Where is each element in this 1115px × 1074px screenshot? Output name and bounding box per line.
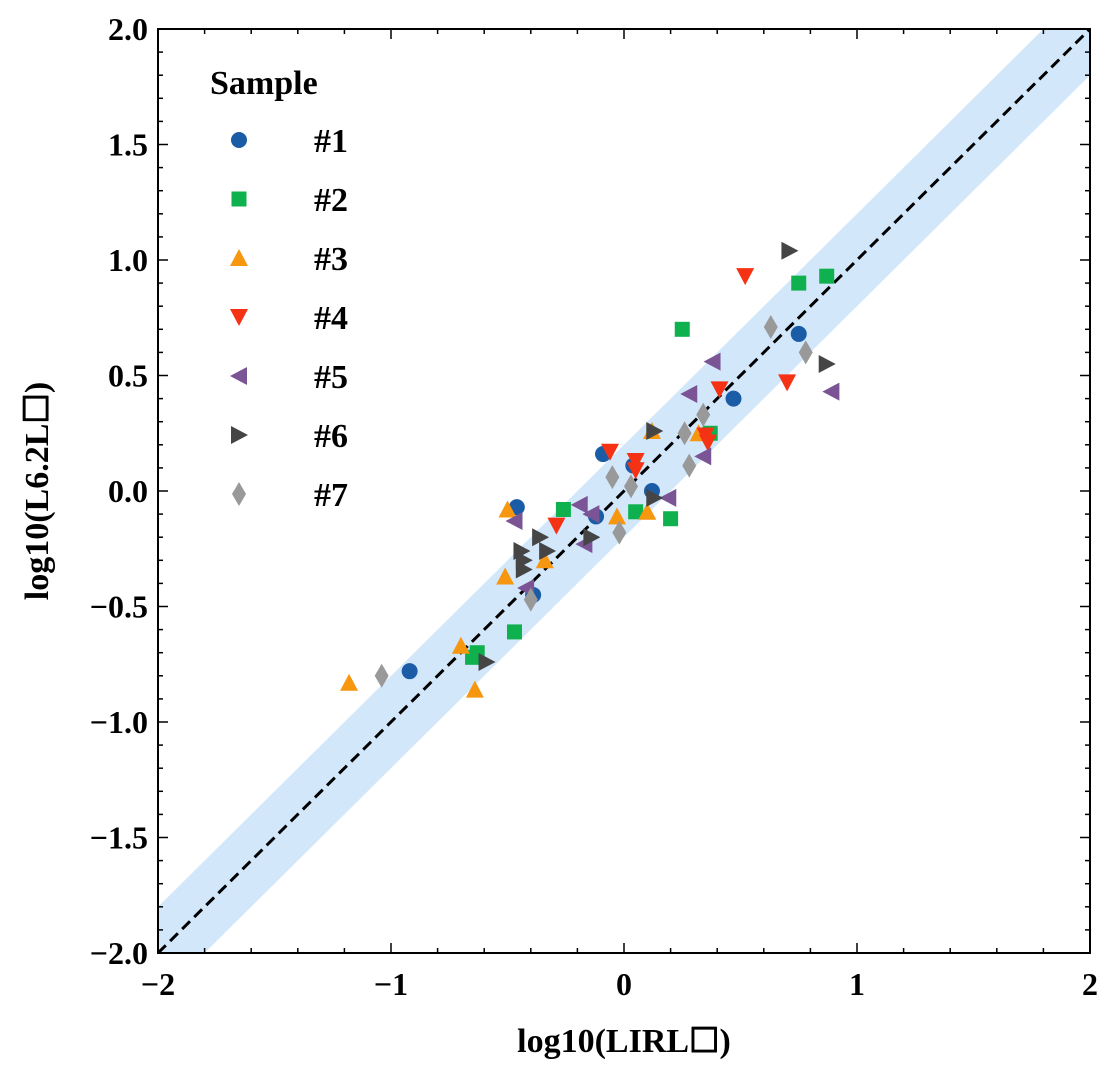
- data-point: [523, 587, 538, 612]
- legend-label: #6: [314, 418, 348, 455]
- legend-label: #7: [314, 477, 348, 514]
- data-point: [646, 488, 664, 507]
- data-point: [710, 381, 729, 399]
- legend-marker: [231, 426, 248, 444]
- x-axis-label: log10(LIRL☐): [517, 1023, 731, 1060]
- band-area: [158, 29, 1090, 953]
- data-point: [781, 241, 799, 260]
- legend-marker: [231, 132, 247, 148]
- data-point: [555, 501, 571, 517]
- y-tick-label: 2.0: [108, 11, 148, 47]
- series-3: [340, 421, 708, 698]
- data-point: [663, 511, 679, 527]
- data-point: [725, 390, 742, 407]
- data-point: [822, 382, 840, 401]
- y-tick-label: 0.5: [108, 358, 148, 394]
- data-point: [583, 528, 601, 547]
- data-point: [626, 462, 645, 480]
- data-point: [818, 354, 836, 373]
- data-point: [763, 314, 778, 339]
- legend-label: #1: [314, 123, 348, 160]
- data-point: [736, 268, 755, 286]
- data-point: [605, 465, 620, 490]
- data-point: [680, 384, 698, 403]
- y-tick-label: 0.0: [108, 473, 148, 509]
- x-tick-label: 0: [616, 966, 632, 1002]
- series-6: [478, 241, 836, 671]
- legend-label: #5: [314, 359, 348, 396]
- data-point: [659, 488, 677, 507]
- data-point: [694, 447, 712, 466]
- legend-title: Sample: [210, 65, 318, 102]
- data-point: [674, 321, 690, 337]
- series-7: [374, 314, 813, 688]
- data-point: [465, 680, 484, 698]
- data-point: [515, 560, 533, 579]
- y-tick-label: 1.5: [108, 127, 148, 163]
- data-point: [646, 421, 664, 440]
- one-to-one-line: [158, 29, 1090, 953]
- y-tick-label: −1.5: [90, 820, 148, 856]
- data-point: [819, 268, 835, 284]
- data-point: [505, 512, 523, 531]
- data-point: [506, 624, 522, 640]
- data-point: [601, 443, 620, 461]
- data-point: [608, 507, 627, 525]
- data-point: [340, 673, 359, 691]
- x-tick-label: −1: [374, 966, 408, 1002]
- data-point: [570, 495, 588, 514]
- data-point: [626, 452, 645, 470]
- x-tick-label: 1: [849, 966, 865, 1002]
- legend: Sample #1 #2 #3 #4 #5 #6 #7: [210, 65, 348, 514]
- data-points: [340, 241, 840, 698]
- legend-marker: [231, 191, 247, 207]
- series-2: [465, 268, 835, 665]
- reference-line: [158, 29, 1090, 953]
- tick-labels: −2 −1 0 1 2 −2.0 −1.5 −1.0 −0.5 0.0 0.5 1.0 1.5 2.0: [90, 11, 1098, 1002]
- data-point: [703, 352, 721, 371]
- x-tick-label: 2: [1082, 966, 1098, 1002]
- data-point: [791, 275, 807, 291]
- data-point: [478, 652, 496, 671]
- legend-marker: [230, 309, 248, 326]
- data-point: [532, 528, 550, 547]
- x-tick-label: −2: [141, 966, 175, 1002]
- series-5: [505, 352, 840, 598]
- confidence-band: [158, 29, 1090, 953]
- data-point: [498, 500, 517, 518]
- data-point: [790, 325, 807, 342]
- data-point: [628, 504, 644, 520]
- data-point: [623, 474, 638, 499]
- data-point: [638, 502, 657, 520]
- data-point: [798, 340, 813, 365]
- data-point: [401, 663, 418, 680]
- data-point: [698, 434, 717, 452]
- series-4: [547, 268, 797, 535]
- y-axis-label: log10(L6.2L☐): [19, 382, 56, 600]
- axis-ticks: [157, 28, 1091, 954]
- data-point: [677, 421, 692, 446]
- data-point: [696, 402, 711, 427]
- data-point: [582, 505, 600, 524]
- legend-label: #3: [314, 241, 348, 278]
- data-point: [682, 453, 697, 478]
- legend-label: #2: [314, 182, 348, 219]
- legend-marker: [230, 249, 248, 266]
- y-tick-label: −1.0: [90, 704, 148, 740]
- legend-marker: [230, 367, 247, 385]
- y-tick-label: 1.0: [108, 242, 148, 278]
- data-point: [535, 551, 554, 569]
- data-point: [547, 517, 566, 535]
- data-point: [612, 520, 627, 545]
- legend-marker: [232, 482, 246, 506]
- data-point: [778, 374, 797, 392]
- data-point: [374, 663, 389, 688]
- data-point: [539, 542, 557, 561]
- legend-label: #4: [314, 300, 348, 337]
- y-tick-label: −0.5: [90, 589, 148, 625]
- data-point: [451, 636, 470, 654]
- data-point: [496, 567, 515, 585]
- y-tick-label: −2.0: [90, 935, 148, 971]
